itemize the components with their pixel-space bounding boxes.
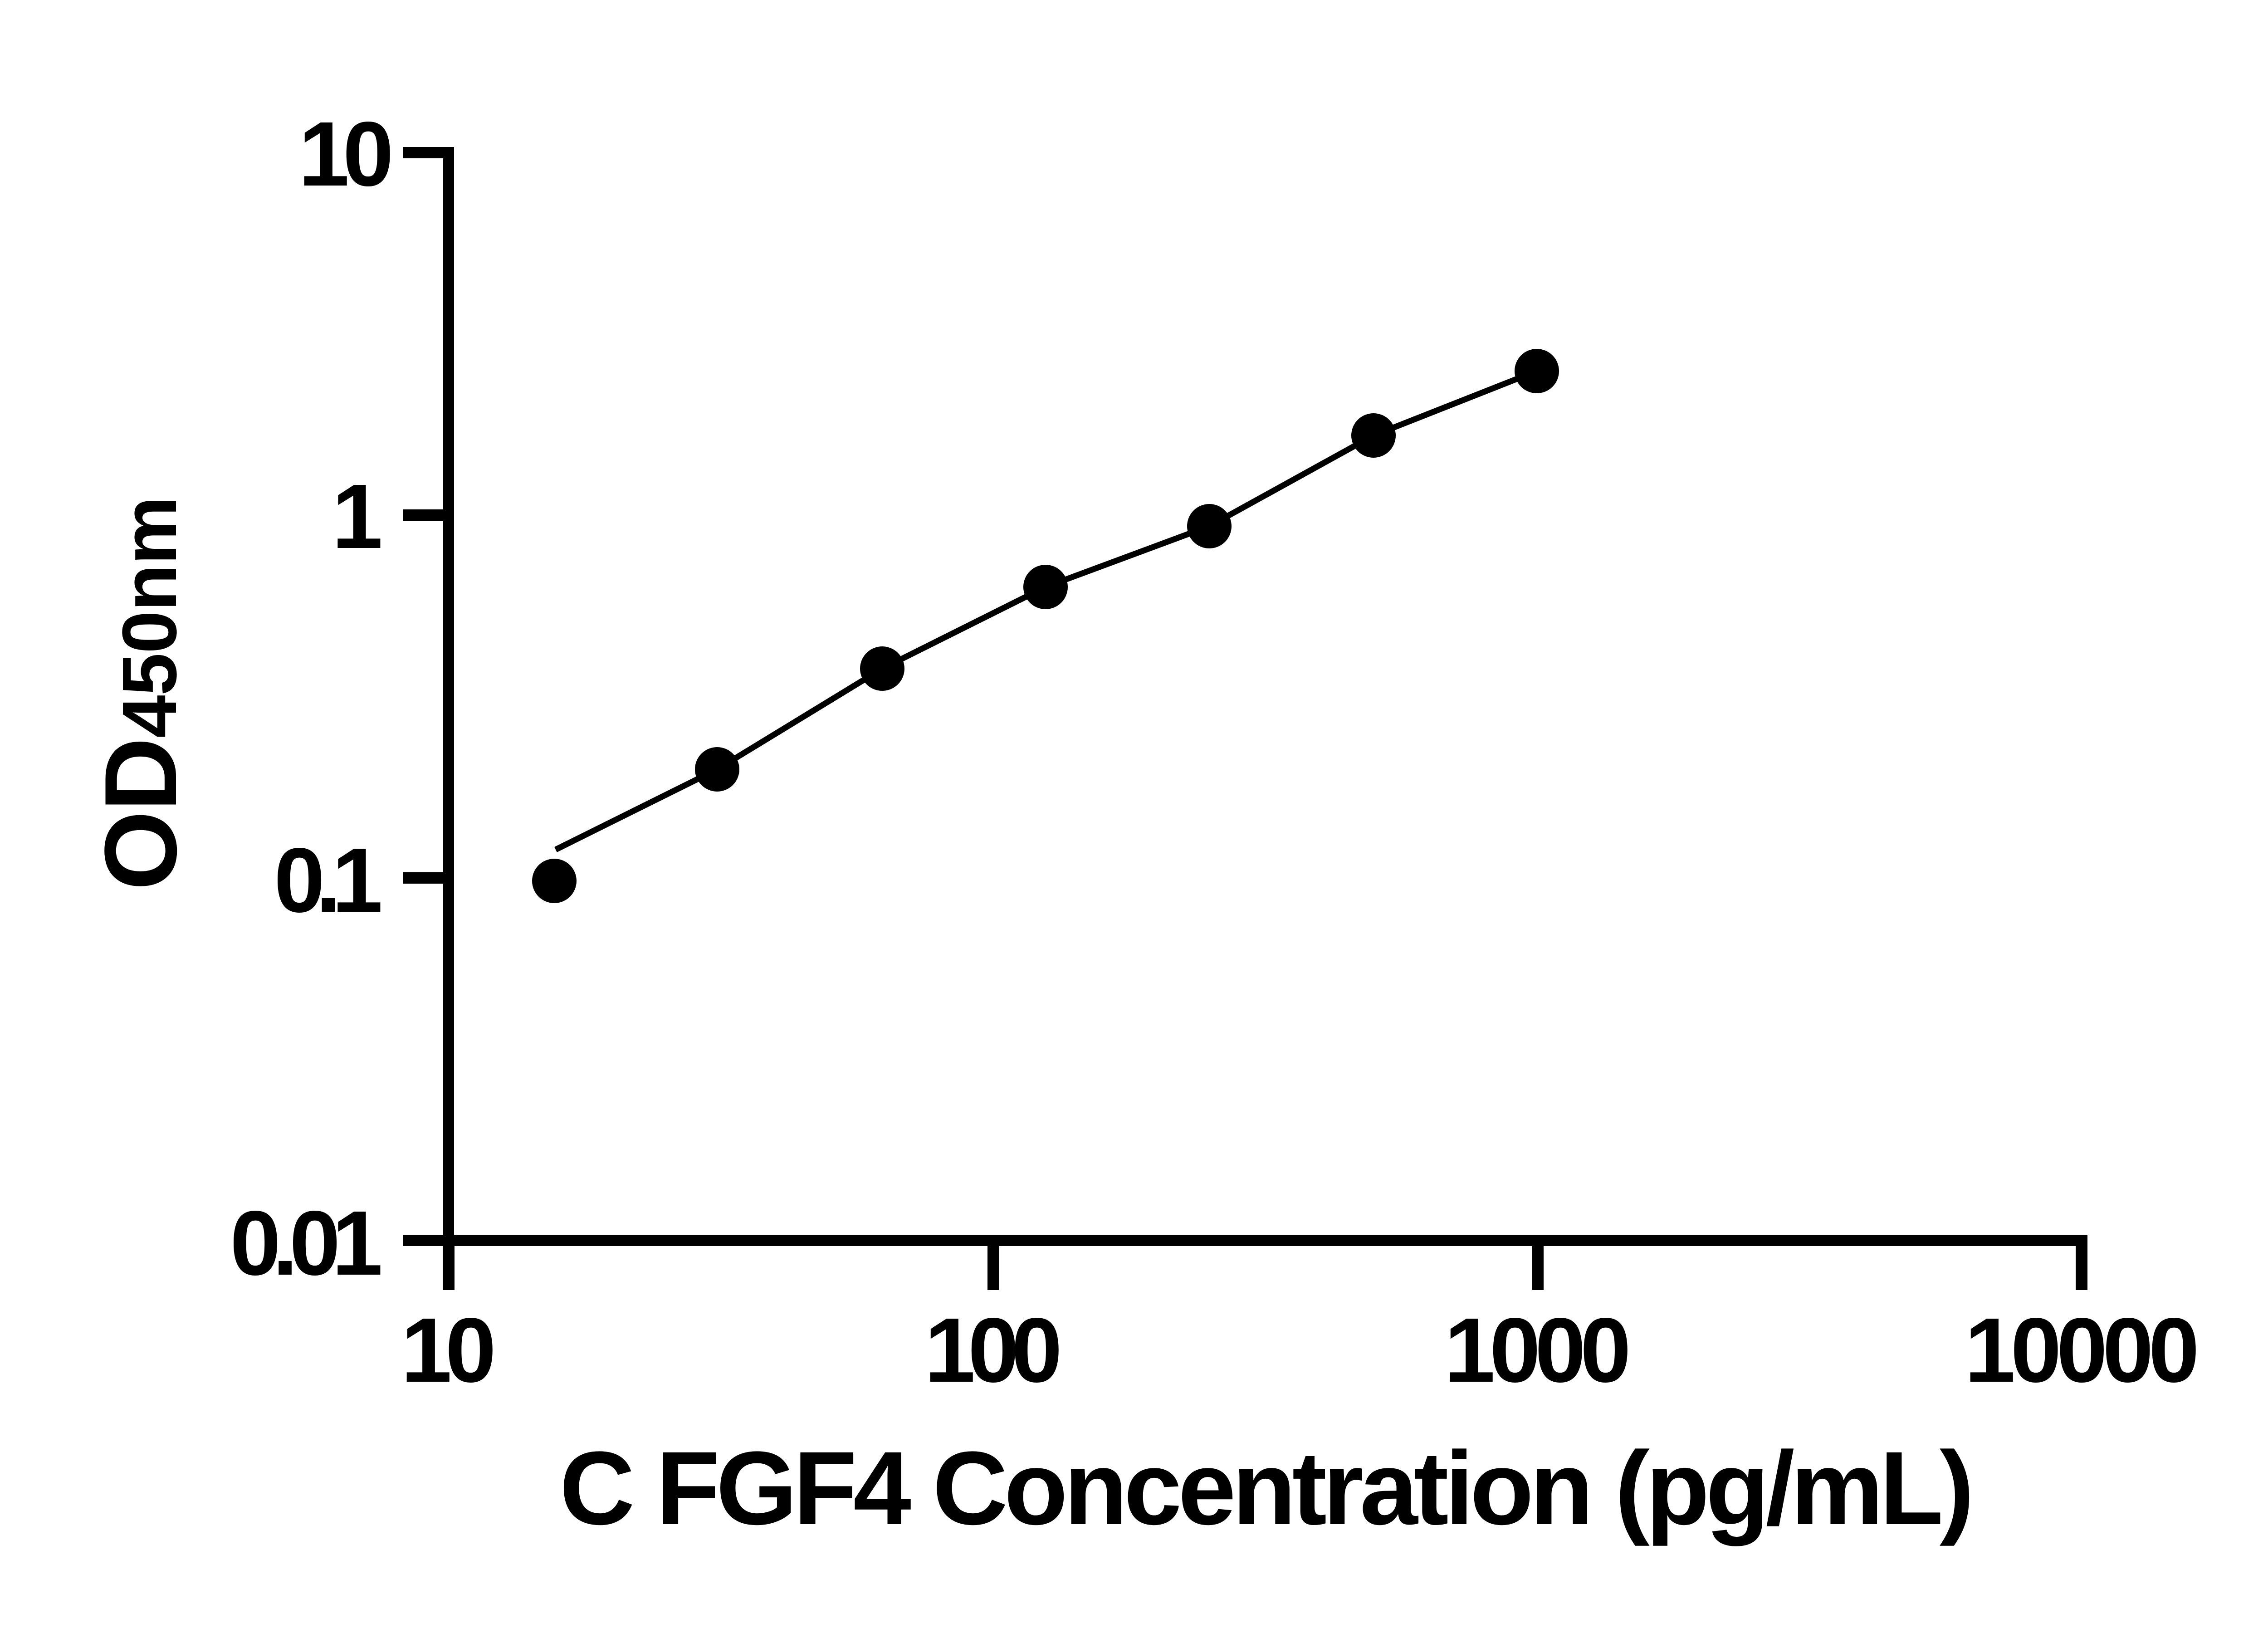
svg-text:100: 100: [924, 1299, 1062, 1401]
svg-text:0.01: 0.01: [230, 1192, 383, 1294]
svg-text:10: 10: [401, 1299, 496, 1401]
svg-text:C FGF4 Concentration (pg/mL): C FGF4 Concentration (pg/mL): [560, 1430, 1975, 1546]
svg-text:0.1: 0.1: [274, 829, 383, 931]
svg-text:OD450nm: OD450nm: [83, 496, 198, 890]
svg-text:10: 10: [298, 103, 394, 205]
svg-text:10000: 10000: [1965, 1299, 2200, 1401]
svg-text:1000: 1000: [1444, 1299, 1631, 1401]
svg-text:1: 1: [332, 465, 383, 567]
